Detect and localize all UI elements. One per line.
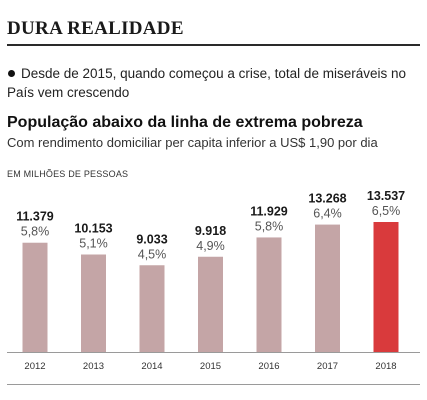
x-tick-2015: 2015 (200, 361, 221, 372)
percent-label-2015: 4,9% (196, 239, 225, 253)
value-label-2018: 13.537 (367, 189, 405, 203)
x-tick-2013: 2013 (83, 361, 104, 372)
value-label-2017: 13.268 (308, 192, 346, 206)
percent-label-2012: 5,8% (21, 225, 50, 239)
percent-label-2016: 5,8% (255, 219, 284, 233)
bar-2017 (315, 224, 340, 352)
lead-text: Desde de 2015, quando começou a crise, t… (7, 64, 419, 102)
percent-label-2017: 6,4% (313, 207, 342, 221)
value-label-2014: 9.033 (136, 232, 167, 246)
unit-label: EM MILHÕES DE PESSOAS (7, 169, 129, 179)
chart-subtitle: Com rendimento domiciliar per capita inf… (7, 135, 378, 150)
bar-2013 (81, 254, 106, 352)
percent-label-2014: 4,5% (138, 247, 167, 261)
bar-2014 (139, 265, 165, 352)
x-tick-2012: 2012 (24, 361, 45, 372)
percent-label-2013: 5,1% (79, 236, 108, 250)
bullet-icon (8, 69, 15, 77)
x-tick-2018: 2018 (375, 361, 396, 372)
value-label-2016: 11.929 (250, 204, 288, 218)
bar-2018 (373, 222, 399, 352)
bar-2016 (256, 237, 282, 352)
x-tick-2017: 2017 (317, 361, 338, 372)
chart-title: População abaixo da linha de extrema pob… (7, 114, 363, 131)
lead-sentence: Desde de 2015, quando começou a crise, t… (7, 66, 406, 100)
bar-2015 (198, 256, 223, 352)
bottom-rule (7, 384, 420, 385)
value-label-2013: 10.153 (74, 221, 112, 235)
kicker-rule (7, 44, 420, 46)
value-label-2015: 9.918 (195, 224, 226, 238)
value-label-2012: 11.379 (16, 210, 54, 224)
x-tick-2014: 2014 (141, 361, 162, 372)
section-kicker: DURA REALIDADE (7, 18, 184, 39)
bar-2012 (22, 242, 48, 352)
percent-label-2018: 6,5% (372, 204, 401, 218)
x-tick-2016: 2016 (258, 361, 279, 372)
